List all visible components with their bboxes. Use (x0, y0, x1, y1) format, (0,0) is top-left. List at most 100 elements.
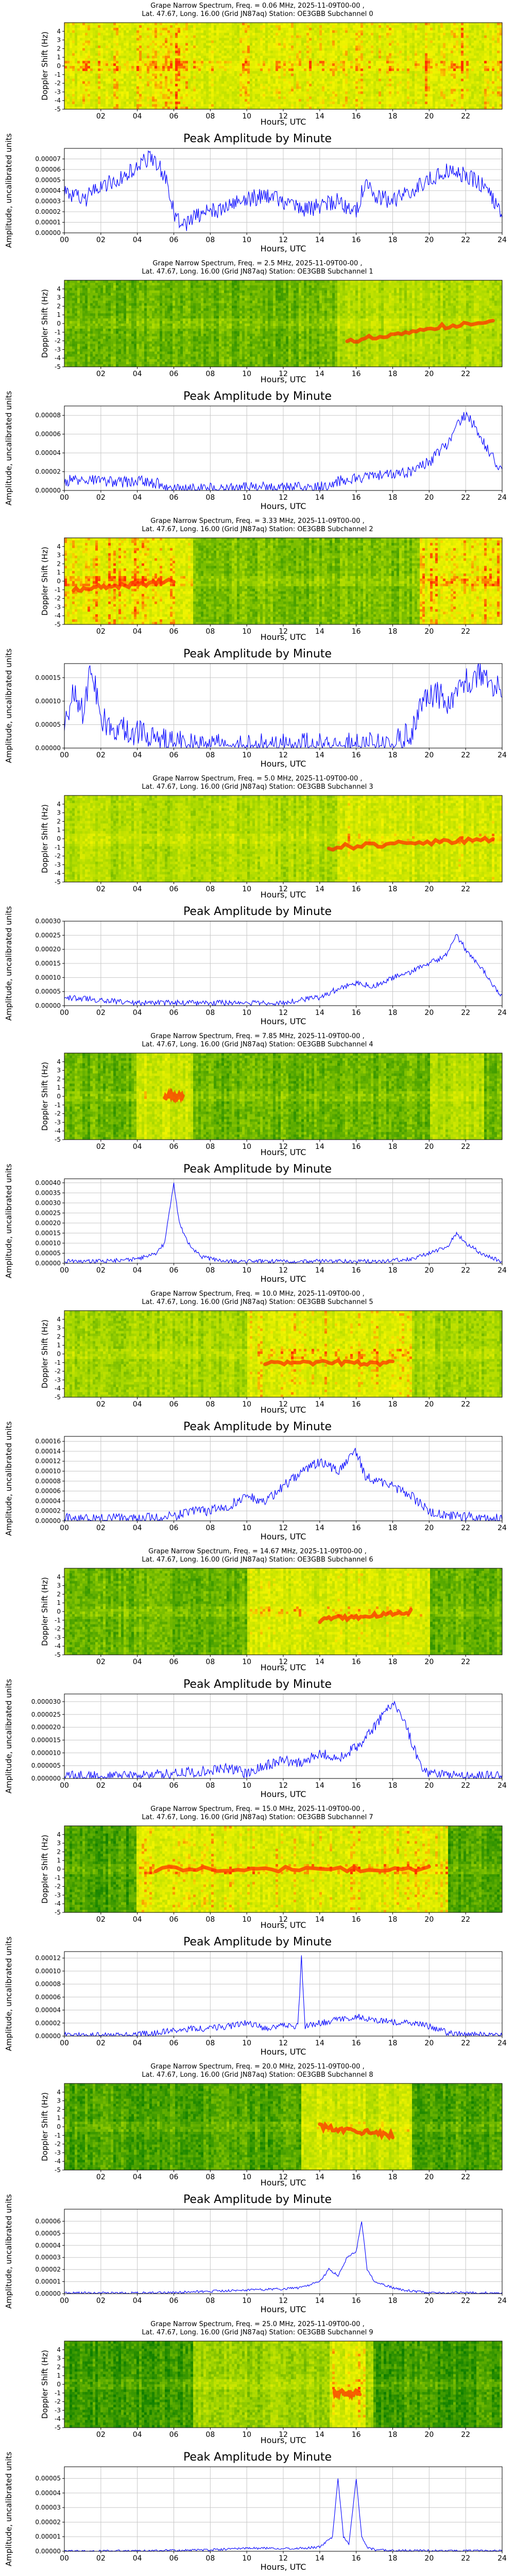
heatmap-cell (80, 23, 83, 26)
heatmap-cell (173, 58, 176, 61)
heatmap-cell (162, 107, 165, 109)
heatmap-cell (219, 56, 222, 59)
heatmap-cell (201, 78, 204, 82)
heatmap-cell (314, 50, 317, 54)
heatmap-cell (154, 107, 158, 109)
heatmap-cell (245, 53, 248, 56)
heatmap-cell (103, 81, 106, 84)
heatmap-cell (180, 35, 183, 39)
heatmap-cell (139, 38, 142, 41)
heatmap-cell (103, 107, 106, 109)
heatmap-cell (77, 78, 80, 82)
heatmap-cell (391, 83, 394, 87)
heatmap-cell (100, 32, 104, 36)
heatmap-cell (90, 66, 93, 69)
heatmap-cell (124, 45, 127, 49)
heatmap-cell (242, 96, 245, 99)
heatmap-cell (131, 58, 134, 61)
heatmap-cell (95, 81, 98, 84)
heatmap-cell (124, 38, 127, 41)
heatmap-cell (193, 32, 196, 36)
heatmap-cell (371, 32, 374, 36)
heatmap-cell (319, 40, 322, 44)
heatmap-cell (178, 30, 181, 33)
heatmap-cell (353, 96, 356, 99)
heatmap-cell (304, 25, 307, 28)
heatmap-cell (281, 43, 284, 46)
heatmap-cell (183, 81, 186, 84)
heatmap-cell (90, 78, 93, 82)
heatmap-cell (319, 53, 322, 56)
heatmap-cell (350, 101, 353, 105)
heatmap-cell (90, 83, 93, 87)
heatmap-cell (75, 78, 78, 82)
heatmap-cell (324, 76, 328, 79)
heatmap-cell (93, 89, 96, 92)
heatmap-cell (70, 86, 73, 90)
heatmap-cell (358, 83, 361, 87)
heatmap-cell (206, 45, 209, 49)
heatmap-cell (376, 23, 379, 26)
heatmap-cell (131, 94, 134, 97)
heatmap-cell (139, 63, 142, 66)
heatmap-cell (363, 63, 366, 66)
heatmap-cell (391, 40, 394, 44)
heatmap-cell (255, 107, 258, 109)
heatmap-cell (178, 48, 181, 51)
heatmap-cell (183, 96, 186, 99)
heatmap-cell (224, 73, 227, 77)
heatmap-cell (268, 56, 271, 59)
heatmap-cell (93, 61, 96, 64)
heatmap-cell (402, 38, 405, 41)
heatmap-cell (93, 86, 96, 90)
heatmap-cell (255, 38, 258, 41)
heatmap-cell (180, 66, 183, 69)
heatmap-cell (144, 83, 147, 87)
heatmap-cell (167, 94, 170, 97)
heatmap-cell (173, 101, 176, 105)
heatmap-cell (88, 86, 91, 90)
heatmap-cell (345, 81, 348, 84)
heatmap-cell (170, 71, 173, 74)
heatmap-cell (108, 30, 111, 33)
heatmap-cell (185, 63, 188, 66)
heatmap-cell (237, 58, 240, 61)
heatmap-cell (239, 30, 243, 33)
heatmap-cell (149, 89, 152, 92)
heatmap-cell (245, 99, 248, 102)
heatmap-cell (173, 107, 176, 109)
heatmap-cell (288, 89, 291, 92)
heatmap-cell (157, 23, 160, 26)
heatmap-cell (77, 83, 80, 87)
heatmap-cell (75, 25, 78, 28)
heatmap-cell (247, 56, 250, 59)
heatmap-cell (191, 53, 194, 56)
heatmap-cell (219, 63, 222, 66)
heatmap-cell (268, 83, 271, 87)
heatmap-cell (227, 38, 230, 41)
heatmap-cell (239, 58, 243, 61)
heatmap-cell (121, 25, 124, 28)
heatmap-cell (85, 94, 88, 97)
heatmap-cell (196, 23, 199, 26)
heatmap-cell (299, 56, 302, 59)
heatmap-cell (358, 63, 361, 66)
heatmap-cell (167, 61, 170, 64)
heatmap-cell (278, 91, 281, 94)
heatmap-cell (167, 45, 170, 49)
heatmap-cell (317, 89, 320, 92)
heatmap-cell (404, 25, 407, 28)
heatmap-cell (160, 40, 163, 44)
heatmap-cell (118, 32, 122, 36)
heatmap-cell (185, 89, 188, 92)
heatmap-cell (134, 107, 137, 109)
heatmap-cell (152, 38, 155, 41)
heatmap-cell (304, 78, 307, 82)
heatmap-cell (317, 43, 320, 46)
heatmap-cell (203, 56, 207, 59)
heatmap-cell (345, 58, 348, 61)
heatmap-cell (245, 94, 248, 97)
heatmap-cell (191, 86, 194, 90)
heatmap-cell (126, 27, 129, 31)
heatmap-cell (263, 86, 266, 90)
